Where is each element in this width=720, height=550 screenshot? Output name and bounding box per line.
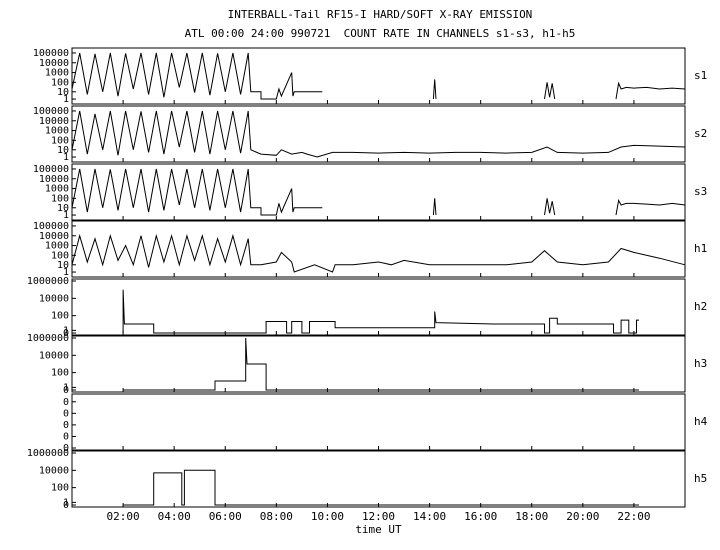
y-tick-label: 100000 [33,221,69,232]
y-tick-label: 100 [51,193,69,204]
y-tick-label: 0 [63,431,69,442]
x-tick-label: 18:00 [515,510,548,523]
y-tick-label: 100 [51,250,69,261]
x-tick-label: 06:00 [209,510,242,523]
y-tick-label: 10000 [39,58,69,69]
x-tick-label: 22:00 [617,510,650,523]
y-tick-label: 10000 [39,174,69,185]
y-tick-label: 1000000 [27,333,69,344]
y-tick-label: 100 [51,77,69,88]
x-tick-label: 02:00 [107,510,140,523]
panel-label: s2 [694,127,707,140]
y-tick-label: 1000 [45,68,69,79]
x-tick-label: 08:00 [260,510,293,523]
y-tick-label: 0 [63,500,69,511]
data-line [71,233,686,273]
panel-label: h4 [694,415,708,428]
y-tick-label: 1 [63,325,69,336]
data-line [123,337,639,391]
x-tick-label: 20:00 [566,510,599,523]
x-tick-label: 12:00 [362,510,395,523]
y-tick-label: 1 [63,382,69,393]
y-tick-label: 0 [63,385,69,396]
y-tick-label: 1 [63,267,69,278]
y-tick-label: 1000 [45,241,69,252]
data-line [71,110,686,158]
y-tick-label: 10 [57,87,69,98]
panel-label: h2 [694,300,707,313]
panel-label: s3 [694,185,707,198]
y-tick-label: 1 [63,210,69,221]
y-tick-label: 1 [63,152,69,163]
y-tick-label: 100000 [33,48,69,59]
y-tick-label: 10000 [39,350,69,361]
y-tick-label: 10 [57,203,69,214]
y-tick-label: 1000 [45,126,69,137]
y-tick-label: 0 [63,397,69,408]
x-axis-label: time UT [355,523,402,536]
data-line [71,168,686,216]
y-tick-label: 100000 [33,106,69,117]
x-tick-label: 10:00 [311,510,344,523]
y-tick-label: 0 [63,328,69,339]
y-tick-label: 1000 [45,184,69,195]
y-tick-label: 10 [57,260,69,271]
panel-label: s1 [694,69,707,82]
y-tick-label: 10000 [39,465,69,476]
y-tick-label: 100 [51,135,69,146]
data-line [123,469,639,506]
chart-subtitle: ATL 00:00 24:00 990721 COUNT RATE IN CHA… [185,27,576,40]
x-tick-label: 14:00 [413,510,446,523]
y-tick-label: 0 [63,420,69,431]
y-tick-label: 100000 [33,164,69,175]
y-tick-label: 10000 [39,293,69,304]
data-line [71,52,686,100]
y-tick-label: 0 [63,443,69,454]
data-line [122,289,639,334]
y-tick-label: 1000000 [27,276,69,287]
y-tick-label: 1 [63,94,69,105]
x-tick-label: 16:00 [464,510,497,523]
y-tick-label: 100 [51,311,69,322]
y-tick-label: 10000 [39,116,69,127]
y-tick-label: 0 [63,408,69,419]
y-tick-label: 10 [57,145,69,156]
panel-label: h3 [694,357,707,370]
x-tick-label: 04:00 [158,510,191,523]
y-tick-label: 100 [51,483,69,494]
y-tick-label: 1000000 [27,448,69,459]
chart-title: INTERBALL-Tail RF15-I HARD/SOFT X-RAY EM… [228,8,533,21]
panel-label: h1 [694,242,707,255]
y-tick-label: 10000 [39,231,69,242]
y-tick-label: 100 [51,368,69,379]
panel-label: h5 [694,472,707,485]
y-tick-label: 1 [63,497,69,508]
